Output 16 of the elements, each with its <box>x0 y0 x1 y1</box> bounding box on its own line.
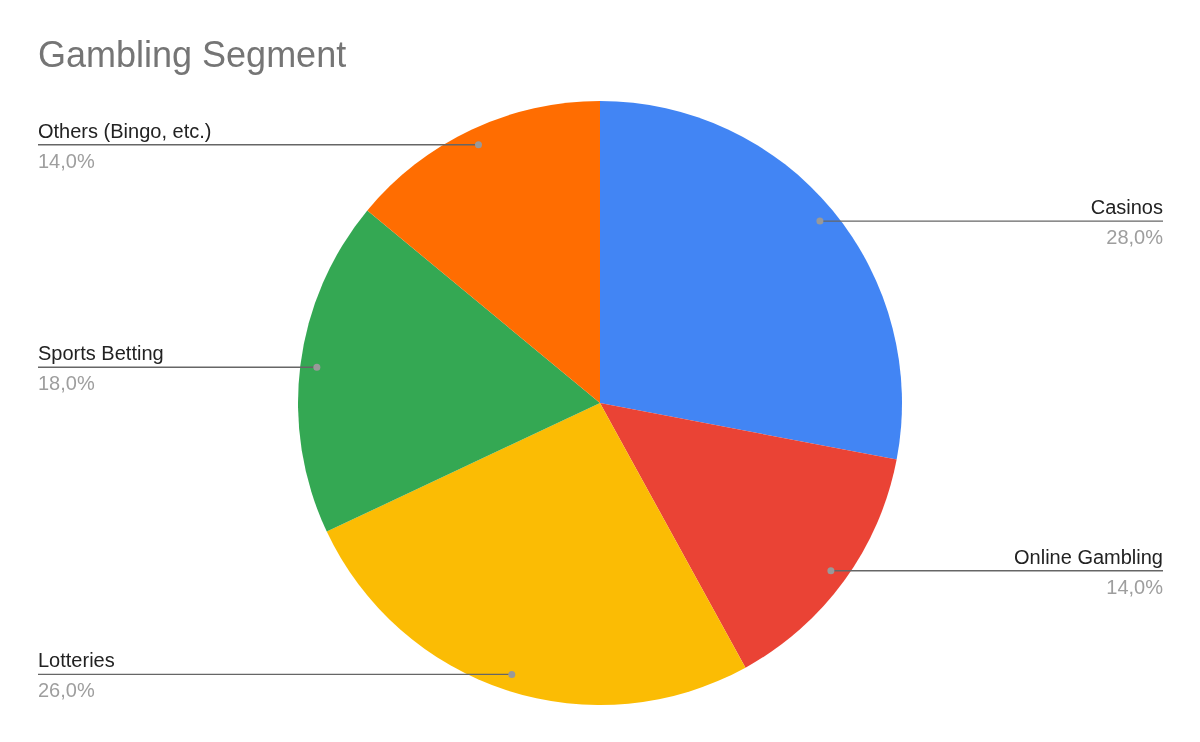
chart-title: Gambling Segment <box>38 34 347 75</box>
data-label: 28,0% <box>1106 226 1164 249</box>
data-label: 14,0% <box>38 149 95 172</box>
pie-slice <box>326 403 746 705</box>
data-label: 14,0% <box>1106 575 1164 598</box>
pie-slice <box>600 101 902 460</box>
slice-label: Casinos <box>1090 196 1163 219</box>
data-label: 26,0% <box>38 679 95 702</box>
slice-label: Online Gambling <box>1014 545 1163 568</box>
data-label: 18,0% <box>38 372 95 395</box>
slice-label: Others (Bingo, etc.) <box>38 119 212 142</box>
slice-label: Lotteries <box>38 649 115 672</box>
pie-slice <box>367 101 600 403</box>
slice-label: Sports Betting <box>38 342 164 365</box>
pie-slice <box>600 403 897 668</box>
pie-slice <box>298 210 600 532</box>
